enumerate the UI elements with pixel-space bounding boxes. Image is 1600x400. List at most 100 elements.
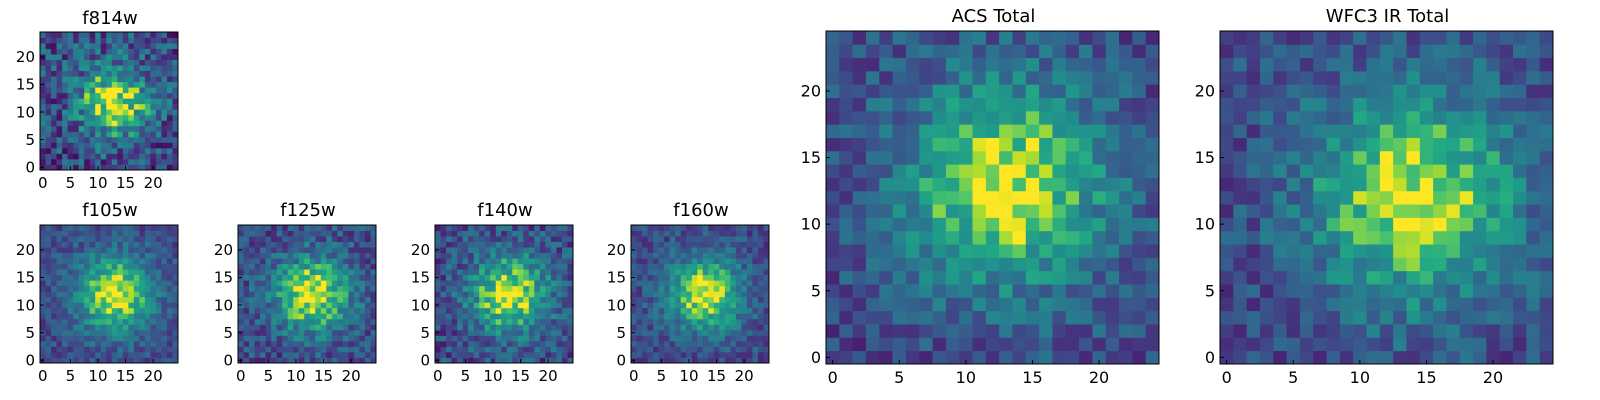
- heatmap-cell: [741, 340, 748, 347]
- heatmap-cell: [150, 263, 157, 270]
- heatmap-cell: [1246, 350, 1261, 365]
- heatmap-cell: [326, 247, 333, 253]
- heatmap-cell: [155, 43, 162, 49]
- heatmap-cell: [1132, 137, 1147, 152]
- heatmap-cell: [490, 269, 497, 276]
- heatmap-cell: [826, 310, 840, 325]
- heatmap-cell: [451, 241, 458, 248]
- heatmap-cell: [523, 274, 530, 281]
- heatmap-cell: [320, 269, 327, 276]
- heatmap-cell: [161, 92, 168, 99]
- heatmap-cell: [865, 137, 880, 152]
- heatmap-cell: [139, 43, 146, 49]
- heatmap-cell: [78, 346, 85, 353]
- heatmap-cell: [658, 274, 665, 281]
- heatmap-cell: [451, 335, 458, 342]
- heatmap-cell: [62, 230, 68, 237]
- heatmap-cell: [1459, 350, 1474, 365]
- heatmap-cell: [45, 81, 52, 88]
- heatmap-cell: [1145, 70, 1160, 85]
- heatmap-cell: [249, 258, 255, 265]
- heatmap-cell: [161, 131, 168, 138]
- heatmap-cell: [642, 340, 648, 347]
- heatmap-cell: [95, 92, 102, 99]
- heatmap-cell: [839, 70, 854, 85]
- heatmap-cell: [945, 244, 960, 258]
- heatmap-cell: [653, 230, 659, 237]
- heatmap-cell: [144, 269, 151, 276]
- heatmap-cell: [539, 258, 546, 265]
- heatmap-cell: [353, 335, 360, 342]
- heatmap-cell: [166, 285, 173, 292]
- heatmap-cell: [999, 350, 1013, 365]
- heatmap-cell: [1065, 297, 1080, 312]
- heatmap-cell: [133, 296, 140, 303]
- heatmap-cell: [144, 280, 151, 287]
- heatmap-cell: [298, 313, 305, 320]
- heatmap-cell: [746, 296, 753, 303]
- heatmap-cell: [501, 302, 508, 309]
- heatmap-cell: [435, 280, 441, 287]
- heatmap-cell: [495, 236, 502, 242]
- heatmap-cell: [528, 346, 535, 353]
- heatmap-cell: [647, 351, 654, 358]
- heatmap-cell: [631, 225, 637, 231]
- heatmap-cell: [484, 269, 491, 276]
- heatmap-cell: [364, 296, 371, 303]
- heatmap-cell: [95, 274, 102, 281]
- heatmap-cell: [959, 84, 973, 98]
- heatmap-cell: [735, 236, 742, 242]
- heatmap-cell: [128, 324, 135, 331]
- heatmap-cell: [1286, 324, 1301, 338]
- heatmap-cell: [512, 241, 519, 248]
- heatmap-cell: [1513, 137, 1527, 152]
- heatmap-cell: [337, 225, 344, 231]
- heatmap-cell: [1246, 257, 1261, 272]
- heatmap-cell: [523, 340, 530, 347]
- heatmap-cell: [669, 296, 676, 303]
- heatmap-cell: [647, 285, 654, 292]
- heatmap-cell: [752, 241, 759, 248]
- heatmap-cell: [647, 340, 654, 347]
- heatmap-cell: [364, 302, 371, 309]
- heatmap-cell: [155, 225, 162, 231]
- heatmap-cell: [567, 307, 574, 314]
- heatmap-cell: [642, 225, 648, 231]
- heatmap-cell: [1353, 217, 1367, 232]
- heatmap-cell: [78, 136, 85, 143]
- heatmap-cell: [680, 302, 687, 309]
- heatmap-cell: [1486, 31, 1501, 45]
- heatmap-cell: [636, 335, 643, 342]
- heatmap-cell: [100, 280, 107, 287]
- heatmap-cell: [550, 324, 557, 331]
- heatmap-cell: [1339, 84, 1354, 98]
- heatmap-cell: [1233, 150, 1248, 165]
- heatmap-cell: [724, 230, 731, 237]
- heatmap-cell: [457, 313, 463, 320]
- heatmap-cell: [839, 150, 854, 165]
- heatmap-cell: [326, 324, 333, 331]
- heatmap-cell: [1353, 110, 1367, 125]
- heatmap-cell: [1433, 164, 1447, 178]
- heatmap-cell: [691, 247, 698, 253]
- heatmap-cell: [451, 230, 458, 237]
- heatmap-cell: [139, 92, 146, 99]
- heatmap-cell: [166, 329, 173, 336]
- heatmap-cell: [150, 225, 157, 231]
- heatmap-cell: [1339, 57, 1354, 72]
- heatmap-cell: [62, 81, 68, 88]
- heatmap-cell: [735, 225, 742, 231]
- heatmap-cell: [713, 280, 720, 287]
- heatmap-cell: [370, 230, 377, 237]
- heatmap-cell: [730, 307, 737, 314]
- heatmap-cell: [892, 164, 907, 178]
- heatmap-cell: [73, 263, 80, 270]
- heatmap-cell: [1105, 177, 1120, 192]
- heatmap-cell: [763, 296, 770, 303]
- heatmap-cell: [1419, 257, 1434, 272]
- heatmap-cell: [67, 329, 74, 336]
- heatmap-cell: [309, 247, 316, 253]
- heatmap-cells: [40, 32, 179, 171]
- heatmap-cell: [1246, 124, 1261, 138]
- heatmap-cell: [51, 125, 57, 132]
